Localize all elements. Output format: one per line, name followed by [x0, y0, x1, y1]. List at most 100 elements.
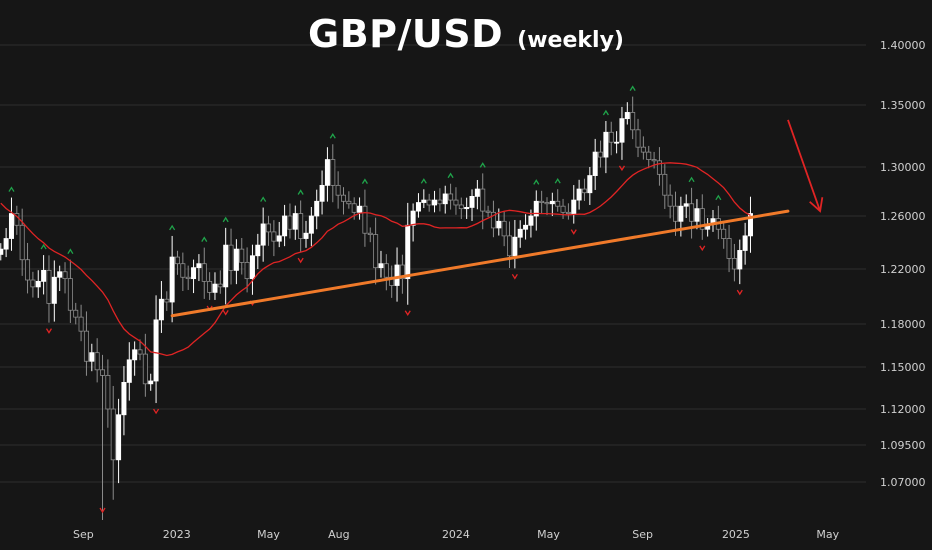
up-marker: [8, 186, 15, 192]
candle-body: [394, 264, 400, 286]
candle-body: [517, 228, 523, 238]
candle-body: [362, 205, 368, 234]
candle-body: [100, 369, 106, 376]
candle-body: [292, 213, 298, 230]
candle-body: [742, 235, 748, 251]
moving-average-line: [0, 162, 751, 357]
up-marker: [688, 176, 695, 183]
x-tick-label: Aug: [328, 528, 349, 541]
candle-body: [619, 118, 625, 143]
down-marker: [618, 165, 626, 172]
down-marker: [222, 310, 229, 316]
forecast-arrow-shaft: [787, 119, 821, 212]
candle-body: [646, 151, 652, 160]
down-marker: [736, 289, 743, 296]
candle-body: [174, 256, 180, 265]
candle-body: [41, 269, 47, 282]
candle-body: [405, 224, 411, 280]
candle-body: [212, 283, 218, 293]
candle-body: [201, 263, 207, 282]
candle-body: [523, 224, 529, 230]
x-tick-label: Sep: [73, 528, 94, 541]
candle-body: [185, 276, 191, 280]
candle-body: [533, 200, 539, 217]
candle-body: [458, 204, 464, 210]
candle-body: [164, 298, 170, 303]
up-marker: [554, 177, 561, 184]
candle-body: [474, 188, 480, 197]
candle-body: [528, 215, 534, 226]
candle-body: [614, 141, 620, 144]
candle-body: [737, 250, 743, 270]
up-marker: [222, 216, 229, 223]
candle-body: [689, 203, 695, 222]
up-marker: [447, 172, 454, 179]
candle-body: [576, 188, 582, 201]
candle-body: [282, 215, 288, 237]
candle-body: [319, 184, 325, 202]
candle-body: [726, 238, 732, 259]
candle-body: [94, 352, 100, 371]
candle-body: [448, 193, 454, 201]
candle-body: [507, 235, 513, 257]
down-marker: [153, 408, 160, 415]
candle-body: [244, 261, 250, 280]
candle-body: [699, 208, 705, 230]
candles: [0, 96, 753, 520]
candle-body: [67, 278, 73, 311]
candle-body: [116, 414, 122, 461]
candle-body: [228, 244, 234, 271]
candle-body: [592, 151, 598, 176]
candle-body: [598, 151, 604, 158]
candle-body: [126, 359, 132, 383]
candle-body: [383, 263, 389, 278]
down-marker: [570, 229, 577, 235]
candle-body: [3, 238, 9, 250]
candle-body: [308, 215, 314, 234]
candle-body: [132, 349, 138, 361]
candle-body: [196, 263, 202, 269]
x-tick-label: 2025: [722, 528, 750, 541]
down-marker: [404, 310, 411, 316]
up-marker: [533, 179, 540, 185]
up-marker: [715, 194, 722, 201]
chart-title-block: GBP/USD (weekly): [0, 12, 932, 56]
candle-body: [683, 203, 689, 207]
chart-subtitle: (weekly): [517, 28, 624, 53]
x-tick-label: May: [816, 528, 839, 541]
candle-body: [651, 159, 657, 162]
candle-body: [298, 213, 304, 239]
up-marker: [361, 178, 368, 184]
candle-body: [25, 259, 31, 281]
down-marker: [511, 273, 518, 280]
chart-title: GBP/USD: [308, 12, 504, 56]
x-tick-label: May: [257, 528, 280, 541]
candle-body: [276, 235, 282, 242]
candle-body: [217, 283, 223, 288]
candle-body: [207, 280, 213, 293]
y-axis-labels: 1.07000 1.09500 1.12000 1.15000 1.18000 1.220…: [880, 39, 926, 489]
candle-body: [373, 234, 379, 269]
candle-body: [0, 248, 4, 255]
down-marker: [45, 328, 53, 334]
candle-body: [346, 200, 352, 205]
y-tick-label: 1.07000: [880, 476, 926, 489]
candle-body: [555, 200, 561, 207]
y-tick-label: 1.30000: [880, 161, 926, 174]
x-tick-label: 2024: [442, 528, 470, 541]
candle-body: [191, 267, 197, 280]
candle-body: [587, 175, 593, 194]
candle-body: [490, 211, 496, 229]
candle-body: [83, 330, 89, 362]
candle-body: [694, 208, 700, 222]
x-tick-label: Sep: [632, 528, 653, 541]
y-tick-label: 1.15000: [880, 361, 926, 374]
candle-body: [565, 211, 571, 214]
candle-body: [303, 232, 309, 239]
candle-body: [747, 213, 753, 237]
y-tick-label: 1.12000: [880, 403, 926, 416]
candle-body: [137, 349, 143, 355]
candle-body: [656, 160, 662, 175]
candle-body: [581, 188, 587, 194]
